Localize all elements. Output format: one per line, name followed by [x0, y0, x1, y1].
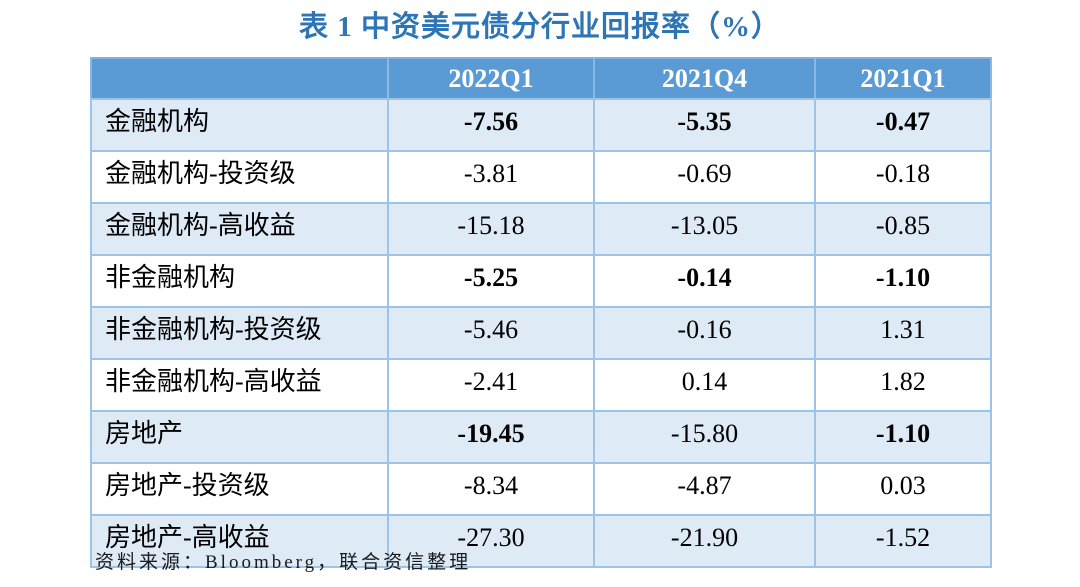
source-note: 资料来源：Bloomberg，联合资信整理 — [95, 552, 472, 573]
cell-value: -2.41 — [387, 358, 595, 412]
cell-value: -5.25 — [387, 254, 595, 308]
row-label: 金融机构 — [90, 98, 389, 152]
header-row: 2022Q1 2021Q4 2021Q1 — [90, 57, 992, 100]
row-label: 金融机构-投资级 — [90, 150, 389, 204]
header-cell-2021q4: 2021Q4 — [593, 57, 816, 100]
cell-value: -1.52 — [814, 514, 992, 568]
cell-value: -13.05 — [593, 202, 816, 256]
header-cell-blank — [90, 57, 389, 100]
row-label: 金融机构-高收益 — [90, 202, 389, 256]
table-row: 非金融机构-高收益 -2.41 0.14 1.82 — [90, 358, 992, 412]
table-title: 表 1 中资美元债分行业回报率（%） — [298, 11, 781, 43]
table-row: 金融机构-投资级 -3.81 -0.69 -0.18 — [90, 150, 992, 204]
row-label: 非金融机构-高收益 — [90, 358, 389, 412]
cell-value: -5.46 — [387, 306, 595, 360]
row-label: 非金融机构-投资级 — [90, 306, 389, 360]
row-label: 非金融机构 — [90, 254, 389, 308]
table-row: 房地产-高收益 -27.30 -21.90 -1.52 — [90, 514, 992, 568]
cell-value: -0.16 — [593, 306, 816, 360]
cell-value: -0.18 — [814, 150, 992, 204]
table-row: 金融机构 -7.56 -5.35 -0.47 — [90, 98, 992, 152]
cell-value: -1.10 — [814, 254, 992, 308]
table-row: 非金融机构 -5.25 -0.14 -1.10 — [90, 254, 992, 308]
cell-value: -15.18 — [387, 202, 595, 256]
cell-value: -5.35 — [593, 98, 816, 152]
row-label: 房地产 — [90, 410, 389, 464]
table-header: 2022Q1 2021Q4 2021Q1 — [90, 57, 992, 100]
cell-value: -0.47 — [814, 98, 992, 152]
cell-value: 0.14 — [593, 358, 816, 412]
row-label: 房地产-投资级 — [90, 462, 389, 516]
cell-value: 1.82 — [814, 358, 992, 412]
cell-value: 0.03 — [814, 462, 992, 516]
table-row: 房地产 -19.45 -15.80 -1.10 — [90, 410, 992, 464]
cell-value: -7.56 — [387, 98, 595, 152]
table-row: 房地产-投资级 -8.34 -4.87 0.03 — [90, 462, 992, 516]
table-row: 金融机构-高收益 -15.18 -13.05 -0.85 — [90, 202, 992, 256]
cell-value: -1.10 — [814, 410, 992, 464]
cell-value: -19.45 — [387, 410, 595, 464]
cell-value: -8.34 — [387, 462, 595, 516]
cell-value: -0.14 — [593, 254, 816, 308]
table-body: 金融机构 -7.56 -5.35 -0.47 金融机构-投资级 -3.81 -0… — [90, 98, 992, 568]
header-cell-2022q1: 2022Q1 — [387, 57, 595, 100]
row-label: 房地产-高收益 — [90, 514, 389, 568]
cell-value: -4.87 — [593, 462, 816, 516]
header-cell-2021q1: 2021Q1 — [814, 57, 992, 100]
cell-value: 1.31 — [814, 306, 992, 360]
cell-value: -3.81 — [387, 150, 595, 204]
cell-value: -0.69 — [593, 150, 816, 204]
cell-value: -27.30 — [387, 514, 595, 568]
cell-value: -15.80 — [593, 410, 816, 464]
table-row: 非金融机构-投资级 -5.46 -0.16 1.31 — [90, 306, 992, 360]
sector-returns-table: 2022Q1 2021Q4 2021Q1 金融机构 -7.56 -5.35 -0… — [90, 57, 992, 568]
cell-value: -21.90 — [593, 514, 816, 568]
cell-value: -0.85 — [814, 202, 992, 256]
